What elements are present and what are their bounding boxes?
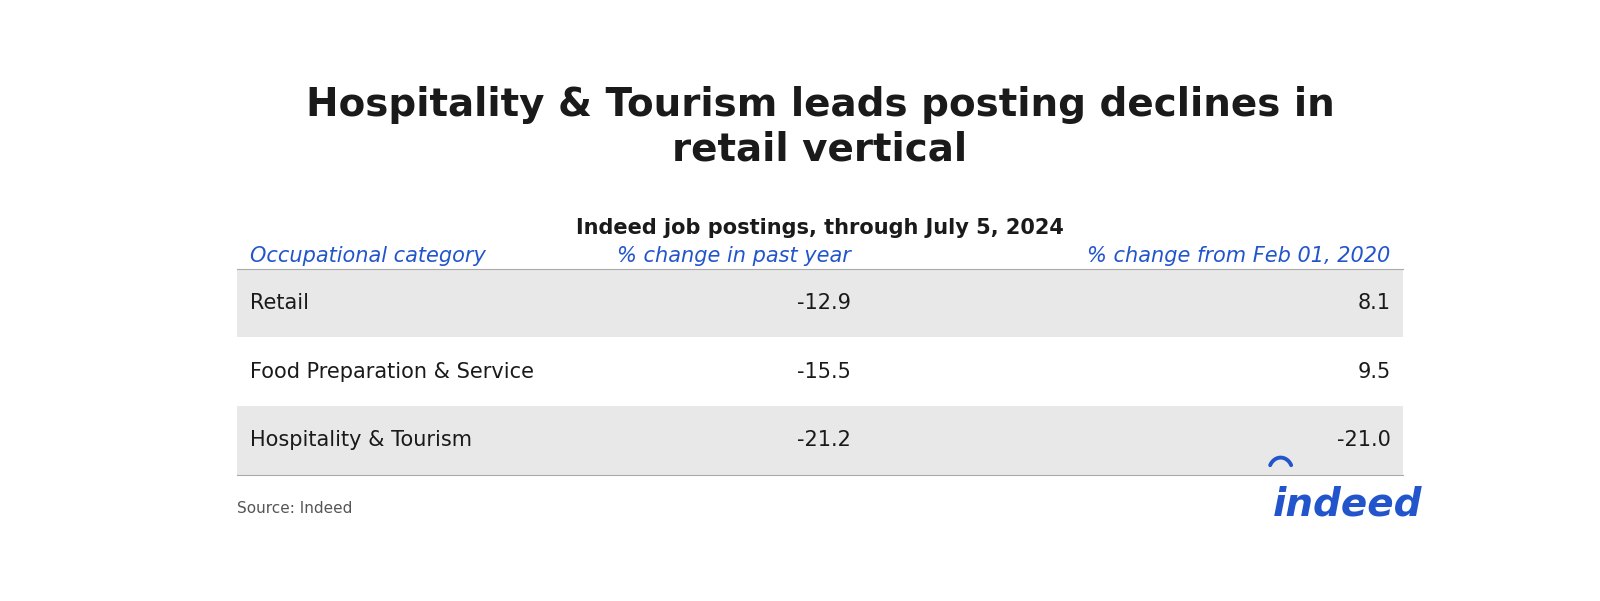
Text: % change from Feb 01, 2020: % change from Feb 01, 2020 [1086, 246, 1390, 266]
Text: 8.1: 8.1 [1357, 293, 1390, 313]
Text: -21.0: -21.0 [1336, 430, 1390, 450]
Text: -15.5: -15.5 [797, 362, 851, 382]
Text: Hospitality & Tourism: Hospitality & Tourism [250, 430, 472, 450]
Text: Food Preparation & Service: Food Preparation & Service [250, 362, 534, 382]
Text: Source: Indeed: Source: Indeed [237, 501, 352, 516]
Text: % change in past year: % change in past year [618, 246, 851, 266]
Text: Occupational category: Occupational category [250, 246, 485, 266]
Text: Indeed job postings, through July 5, 2024: Indeed job postings, through July 5, 202… [576, 218, 1064, 238]
Text: indeed: indeed [1272, 486, 1422, 524]
Text: -12.9: -12.9 [797, 293, 851, 313]
Text: 9.5: 9.5 [1357, 362, 1390, 382]
FancyBboxPatch shape [237, 269, 1403, 337]
FancyBboxPatch shape [237, 406, 1403, 475]
Text: Retail: Retail [250, 293, 309, 313]
Text: Hospitality & Tourism leads posting declines in
retail vertical: Hospitality & Tourism leads posting decl… [306, 86, 1334, 168]
Text: -21.2: -21.2 [797, 430, 851, 450]
